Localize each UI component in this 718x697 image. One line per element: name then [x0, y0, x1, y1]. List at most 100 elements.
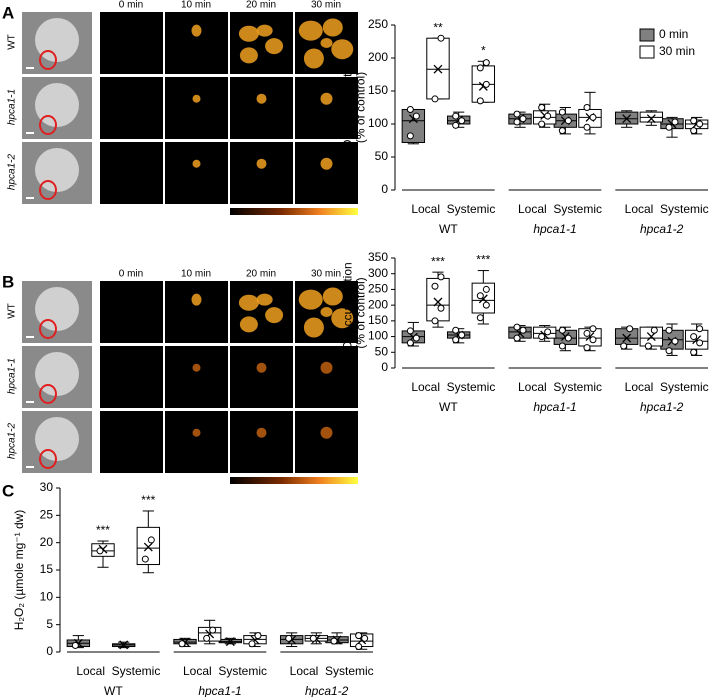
data-point — [665, 123, 673, 131]
mean-marker — [622, 333, 632, 343]
data-point — [544, 112, 552, 120]
legend-swatch — [639, 45, 655, 59]
data-point — [665, 347, 673, 355]
x-tick-label: Local — [518, 202, 547, 216]
column-header: 20 min — [246, 269, 276, 280]
significance: *** — [96, 523, 110, 537]
data-point — [538, 120, 546, 128]
signal — [298, 289, 323, 310]
colorbar — [230, 208, 358, 215]
x-tick-label: Systemic — [112, 664, 161, 678]
local-leaf-marker — [39, 384, 57, 404]
signal — [191, 24, 202, 37]
x-tick-label: Local — [518, 380, 547, 394]
group-label: hpca1-1 — [533, 222, 576, 236]
data-point — [254, 632, 262, 640]
data-point — [690, 117, 698, 125]
signal — [256, 158, 267, 169]
data-point — [476, 314, 484, 322]
group-label: WT — [104, 684, 123, 697]
y-tick-label: 30 — [40, 480, 54, 494]
data-point — [671, 118, 679, 126]
y-tick-label: 200 — [368, 50, 388, 64]
data-point — [248, 640, 256, 648]
column-header: 10 min — [181, 269, 211, 280]
signal — [256, 362, 267, 373]
signal — [331, 39, 354, 60]
data-point — [431, 282, 439, 290]
signal — [192, 94, 201, 103]
signal — [320, 92, 333, 105]
data-point — [412, 334, 420, 342]
data-point — [513, 110, 521, 118]
y-tick-label: 100 — [368, 329, 388, 343]
signal — [320, 38, 333, 48]
data-point — [147, 536, 155, 544]
data-point — [583, 104, 591, 111]
data-point — [482, 59, 490, 67]
y-tick-label: 250 — [368, 17, 388, 31]
group-label: hpca1-2 — [640, 400, 684, 414]
data-point — [564, 117, 572, 125]
image-tile — [295, 77, 358, 139]
y-axis-label: H₂O₂ accumulation — [341, 262, 355, 363]
significance: *** — [476, 253, 490, 267]
x-tick-label: Systemic — [553, 380, 602, 394]
row-label: hpca1-1 — [7, 89, 18, 125]
data-point — [141, 555, 149, 563]
signal — [320, 361, 333, 374]
data-point — [513, 118, 521, 126]
signal — [303, 317, 324, 338]
data-point — [476, 292, 484, 300]
data-point — [96, 547, 104, 555]
signal — [238, 25, 259, 42]
x-tick-label: Systemic — [447, 380, 496, 394]
data-point — [330, 637, 338, 645]
signal — [192, 159, 201, 168]
signal — [256, 293, 273, 306]
column-header: 30 min — [311, 269, 341, 280]
image-tile — [295, 142, 358, 204]
data-point — [482, 285, 490, 293]
column-header: 0 min — [119, 0, 143, 11]
group-label: WT — [439, 400, 458, 414]
x-tick-label: Systemic — [218, 664, 267, 678]
signal — [303, 48, 324, 69]
y-tick-label: 10 — [40, 590, 54, 604]
data-point — [482, 80, 490, 88]
colorbar — [230, 477, 358, 484]
row-label: WT — [7, 34, 18, 50]
data-point — [452, 326, 460, 334]
data-point — [558, 326, 566, 334]
data-point — [431, 317, 439, 325]
image-tile — [165, 77, 228, 139]
group-label: hpca1-2 — [640, 222, 684, 236]
significance: * — [481, 43, 486, 57]
local-leaf-marker — [39, 319, 57, 339]
column-header: 30 min — [311, 0, 341, 11]
data-point — [437, 273, 445, 281]
x-tick-label: Systemic — [660, 202, 709, 216]
image-tile — [165, 142, 228, 204]
data-point — [361, 634, 369, 642]
mean-marker — [143, 542, 153, 552]
data-point — [583, 329, 591, 337]
signal — [298, 20, 323, 41]
image-tile — [295, 411, 358, 473]
group-label: WT — [439, 222, 458, 236]
column-header: 20 min — [246, 0, 276, 11]
panel-label: A — [2, 3, 14, 22]
legend-label: 30 min — [659, 44, 695, 58]
data-point — [690, 333, 698, 341]
x-tick-label: Local — [411, 380, 440, 394]
data-point — [558, 127, 566, 135]
column-header: 0 min — [119, 269, 143, 280]
signal — [322, 18, 343, 37]
legend-swatch — [639, 28, 655, 42]
row-label: WT — [7, 303, 18, 319]
signal — [239, 47, 258, 64]
mean-marker — [646, 114, 656, 124]
signal — [238, 294, 259, 311]
data-point — [519, 115, 527, 123]
data-point — [406, 132, 414, 140]
